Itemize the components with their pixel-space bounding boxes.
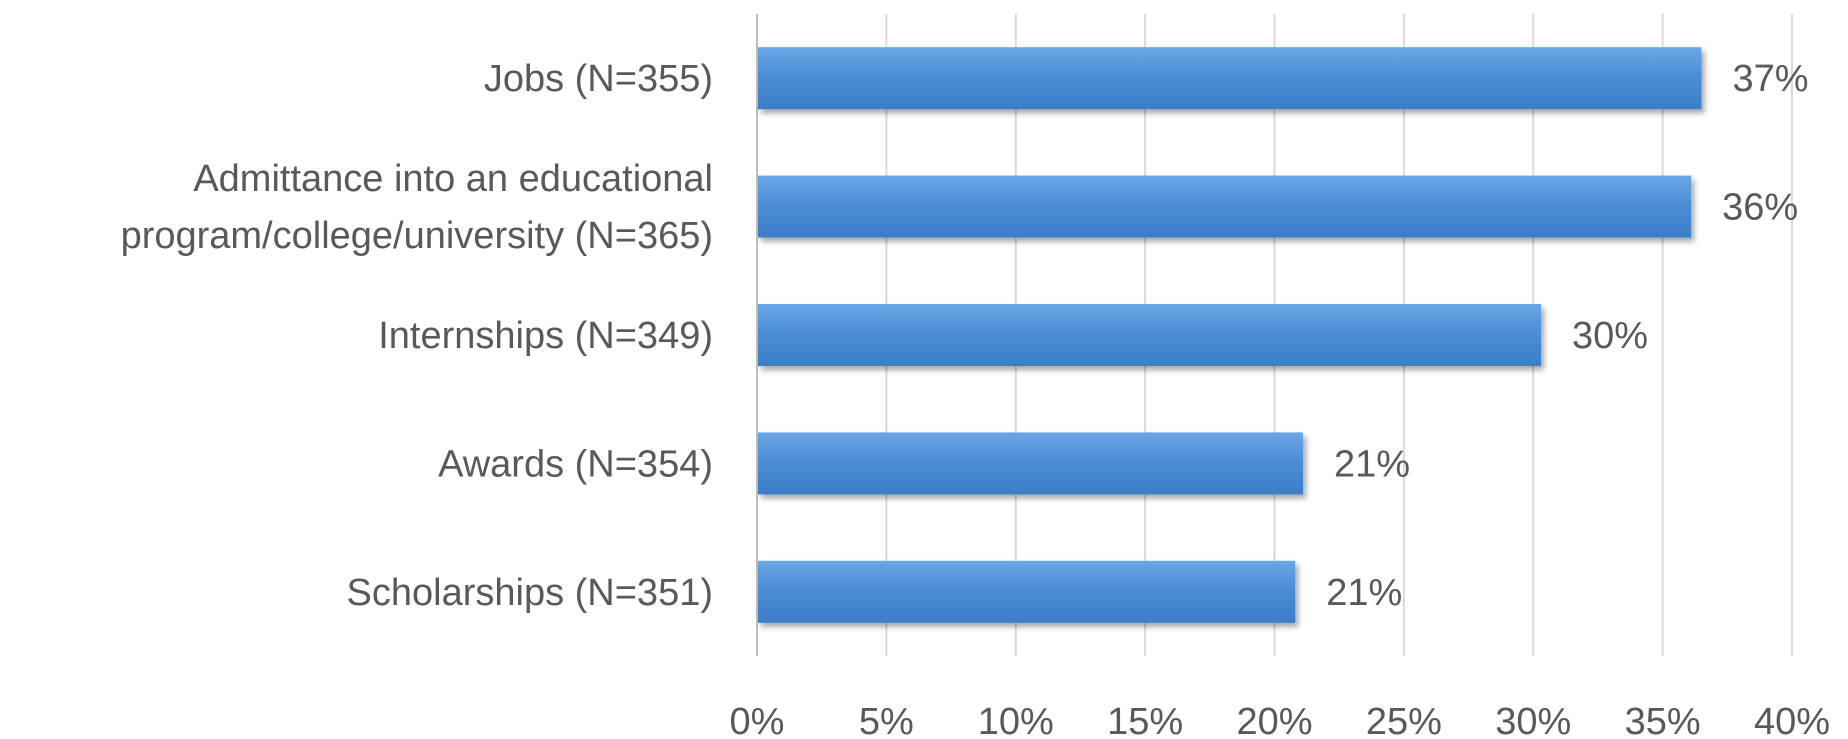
data-labels: 37% 36% 30% 21% 21%	[1326, 58, 1808, 614]
data-label: 36%	[1722, 187, 1798, 229]
x-tick-label: 35%	[1625, 701, 1701, 739]
x-tick-label: 20%	[1236, 701, 1312, 739]
tick-labels: 0% 5% 10% 15% 20% 25% 30% 35% 40%	[730, 701, 1830, 739]
bar-series	[758, 47, 1702, 623]
x-tick-label: 5%	[859, 701, 914, 739]
category-label: Admittance into an educational	[193, 158, 713, 200]
data-label: 21%	[1334, 443, 1410, 485]
data-label: 21%	[1326, 572, 1402, 614]
category-label: Awards (N=354)	[438, 443, 713, 485]
x-tick-label: 30%	[1495, 701, 1571, 739]
bar	[758, 175, 1692, 238]
data-label: 30%	[1572, 315, 1648, 357]
data-label: 37%	[1732, 58, 1808, 100]
x-tick-label: 15%	[1107, 701, 1183, 739]
bar	[758, 432, 1303, 495]
bar	[758, 560, 1296, 623]
category-labels: Jobs (N=355) Admittance into an education…	[121, 58, 713, 614]
category-label: Internships (N=349)	[378, 315, 713, 357]
bar	[758, 47, 1702, 110]
x-tick-label: 40%	[1754, 701, 1830, 739]
x-tick-label: 10%	[978, 701, 1054, 739]
bar	[758, 304, 1542, 366]
category-label: program/college/university (N=365)	[121, 215, 713, 257]
x-tick-label: 25%	[1366, 701, 1442, 739]
x-tick-label: 0%	[730, 701, 785, 739]
category-label: Scholarships (N=351)	[347, 572, 713, 614]
category-label: Jobs (N=355)	[484, 58, 713, 100]
